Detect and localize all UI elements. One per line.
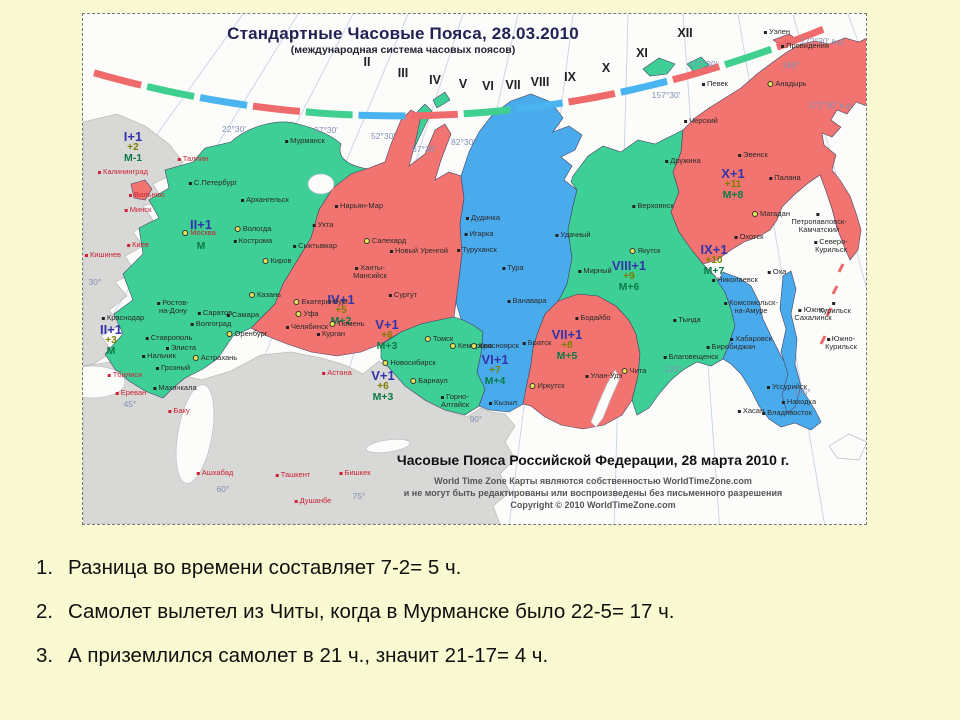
- copyright-line: World Time Zone Карты являются собственн…: [434, 476, 752, 486]
- caspian-sea: [175, 384, 215, 484]
- arc-segment: [620, 77, 668, 96]
- arc-segment: [723, 45, 773, 69]
- arc-segment: [358, 111, 406, 120]
- arc-segment: [463, 106, 511, 118]
- map-footer-title: Часовые Пояса Российской Федерации, 28 м…: [396, 452, 790, 468]
- note-text: Разница во времени составляет 7-2= 5 ч.: [68, 556, 462, 579]
- zone-sakhalin: [779, 270, 802, 414]
- arc-segment: [775, 25, 825, 51]
- zone-ix-vladivostok: [717, 271, 822, 431]
- russia-timezone-map: [83, 14, 866, 524]
- arc-segment: [305, 108, 353, 119]
- arc-segment: [671, 63, 721, 84]
- arc-segment: [411, 110, 458, 120]
- copyright-line: Copyright © 2010 WorldTimeZone.com: [510, 500, 676, 510]
- note-line-3: 3. А приземлился самолет в 21 ч., значит…: [36, 644, 936, 668]
- lake-baikal: [590, 369, 621, 428]
- map-subtitle: (международная система часовых поясов): [290, 44, 516, 56]
- timezone-map-panel: II III IV V VI VII VIII IX X XI XII 22°30' 37°30' 52…: [82, 13, 867, 525]
- arc-segment: [199, 94, 248, 109]
- note-number: 1.: [36, 556, 54, 579]
- arc-segment: [93, 69, 142, 89]
- arc-segment: [515, 99, 564, 113]
- note-text: А приземлился самолет в 21 ч., значит 21…: [68, 644, 549, 667]
- zone-kaliningrad: [130, 179, 153, 201]
- hokkaido-island: [828, 433, 866, 461]
- arc-segment: [567, 89, 616, 106]
- note-number: 3.: [36, 644, 54, 667]
- note-text: Самолет вылетел из Читы, когда в Мурманс…: [68, 600, 675, 623]
- task-notes: 1. Разница во времени составляет 7-2= 5 …: [36, 556, 936, 688]
- kuril-islands: [819, 263, 845, 345]
- lake-balkhash: [365, 438, 411, 454]
- black-sea: [83, 365, 126, 399]
- note-line-2: 2. Самолет вылетел из Читы, когда в Мурм…: [36, 600, 936, 624]
- arc-segment: [252, 102, 301, 115]
- arc-segment: [146, 83, 195, 100]
- zone-new-siberian-islands: [642, 56, 710, 77]
- zone-x-magadan-chukotka: [670, 37, 866, 265]
- white-sea: [307, 173, 335, 195]
- note-line-1: 1. Разница во времени составляет 7-2= 5 …: [36, 556, 936, 580]
- copyright-line: и не могут быть редактированы или воспро…: [403, 488, 783, 498]
- timezone-arc: [93, 25, 825, 120]
- note-number: 2.: [36, 600, 54, 623]
- map-title: Стандартные Часовые Пояса, 28.03.2010: [227, 24, 579, 43]
